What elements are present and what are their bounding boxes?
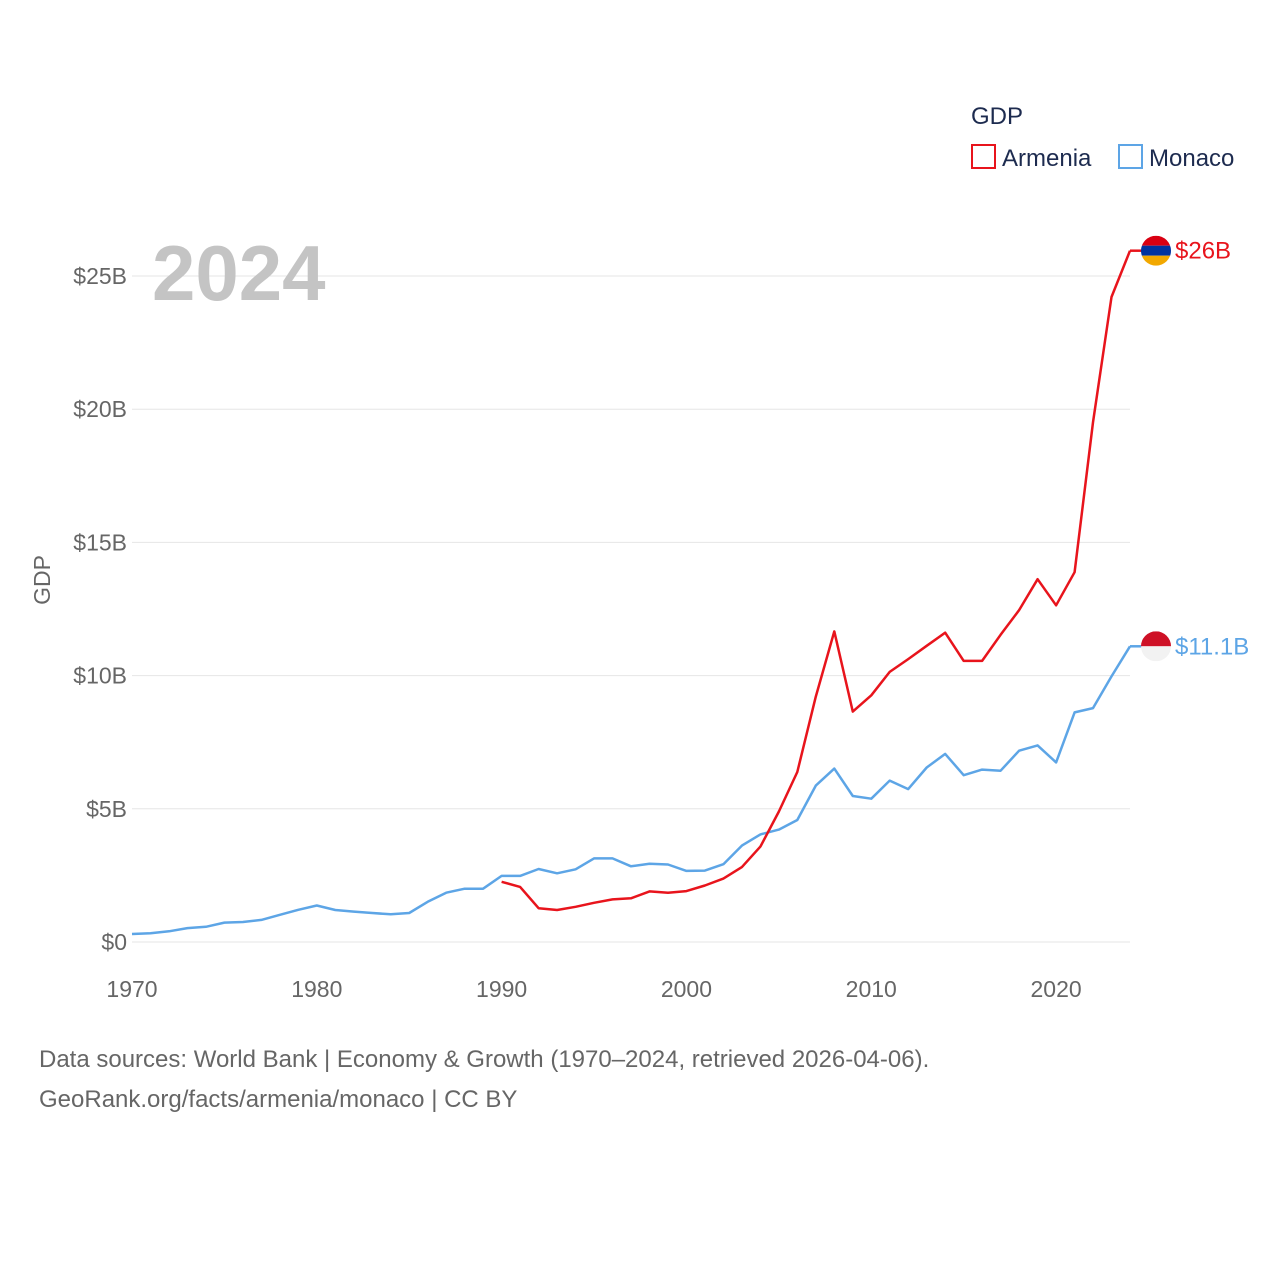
series-line-monaco (131, 645, 1132, 936)
license-text: GeoRank.org/facts/armenia/monaco | CC BY (39, 1086, 518, 1113)
y-tick-label: $25B (73, 263, 127, 289)
end-value-label-armenia: $26B (1175, 238, 1231, 265)
armenia-flag-icon (1141, 235, 1171, 266)
y-axis-title: GDP (29, 555, 55, 605)
x-tick-label: 1990 (476, 976, 527, 1002)
footer: Data sources: World Bank | Economy & Gro… (39, 1040, 929, 1120)
y-tick-label: $0 (101, 929, 127, 955)
year-label: 2024 (152, 229, 326, 317)
legend-swatch-armenia (971, 144, 996, 169)
x-axis-ticks: 1970 1980 1990 2000 2010 2020 (106, 976, 1081, 1002)
series-lines (131, 250, 1132, 936)
x-tick-label: 2020 (1030, 976, 1081, 1002)
legend-label-armenia: Armenia (1002, 145, 1092, 172)
y-tick-label: $20B (73, 396, 127, 422)
legend-swatch-monaco (1118, 144, 1143, 169)
x-tick-label: 2000 (661, 976, 712, 1002)
legend-label-monaco: Monaco (1149, 145, 1234, 172)
end-markers: $26B $11.1B (1130, 235, 1249, 662)
y-tick-label: $10B (73, 663, 127, 689)
legend-item-armenia[interactable]: Armenia (971, 144, 1092, 172)
y-tick-label: $15B (73, 529, 127, 555)
x-tick-label: 2010 (846, 976, 897, 1002)
end-value-label-monaco: $11.1B (1175, 633, 1249, 660)
gridlines (132, 275, 1130, 943)
x-tick-label: 1970 (106, 976, 157, 1002)
legend-item-monaco[interactable]: Monaco (1118, 144, 1234, 172)
legend[interactable]: GDP Armenia Monaco (971, 103, 1234, 172)
gdp-line-chart: $0 $5B $10B $15B $20B $25B 1970 1980 1990 2000 20… (29, 103, 1249, 1002)
y-axis-ticks: $0 $5B $10B $15B $20B $25B (73, 263, 127, 955)
legend-title: GDP (971, 103, 1023, 130)
data-source-text: Data sources: World Bank | Economy & Gro… (39, 1046, 930, 1073)
series-line-armenia (501, 250, 1132, 912)
x-tick-label: 1980 (291, 976, 342, 1002)
y-tick-label: $5B (86, 796, 127, 822)
monaco-flag-icon (1141, 631, 1171, 662)
